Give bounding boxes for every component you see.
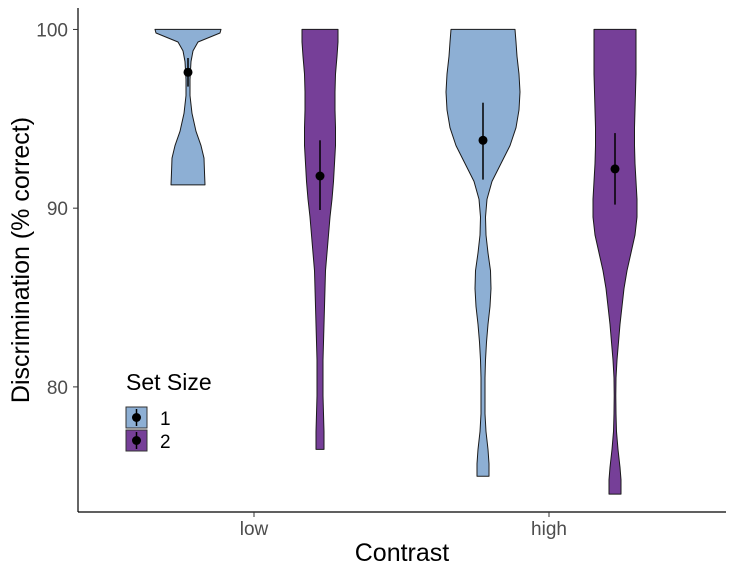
legend-key-1-point [132,413,141,422]
legend-label-2: 2 [160,432,171,453]
violin-high-set-2 [592,28,638,495]
violin-high-set-1 [445,28,521,477]
mean-point-high-set-2 [610,164,620,174]
legend-title: Set Size [126,369,212,395]
violin-low-set-2 [301,28,339,450]
legend: Set Size 1 2 [125,369,212,453]
y-tick-label-80: 80 [47,378,68,399]
x-tick-label-high: high [531,519,567,540]
y-axis-title: Discrimination (% correct) [7,117,35,403]
mean-point-low-set-1 [183,67,193,77]
legend-label-1: 1 [160,409,171,430]
mean-ci-layer [183,58,620,210]
violin-low-set-1 [154,28,222,186]
violin-layer [154,28,638,495]
y-tick-label-100: 100 [36,20,68,41]
mean-point-low-set-2 [315,171,325,181]
x-axis-title: Contrast [355,539,450,567]
mean-point-high-set-1 [478,135,488,145]
x-tick-label-low: low [240,519,269,540]
y-tick-label-90: 90 [47,199,68,220]
y-axis-ticks: 80 90 100 [36,20,78,399]
legend-key-2-point [132,436,141,445]
x-axis-ticks: low high [240,512,567,540]
